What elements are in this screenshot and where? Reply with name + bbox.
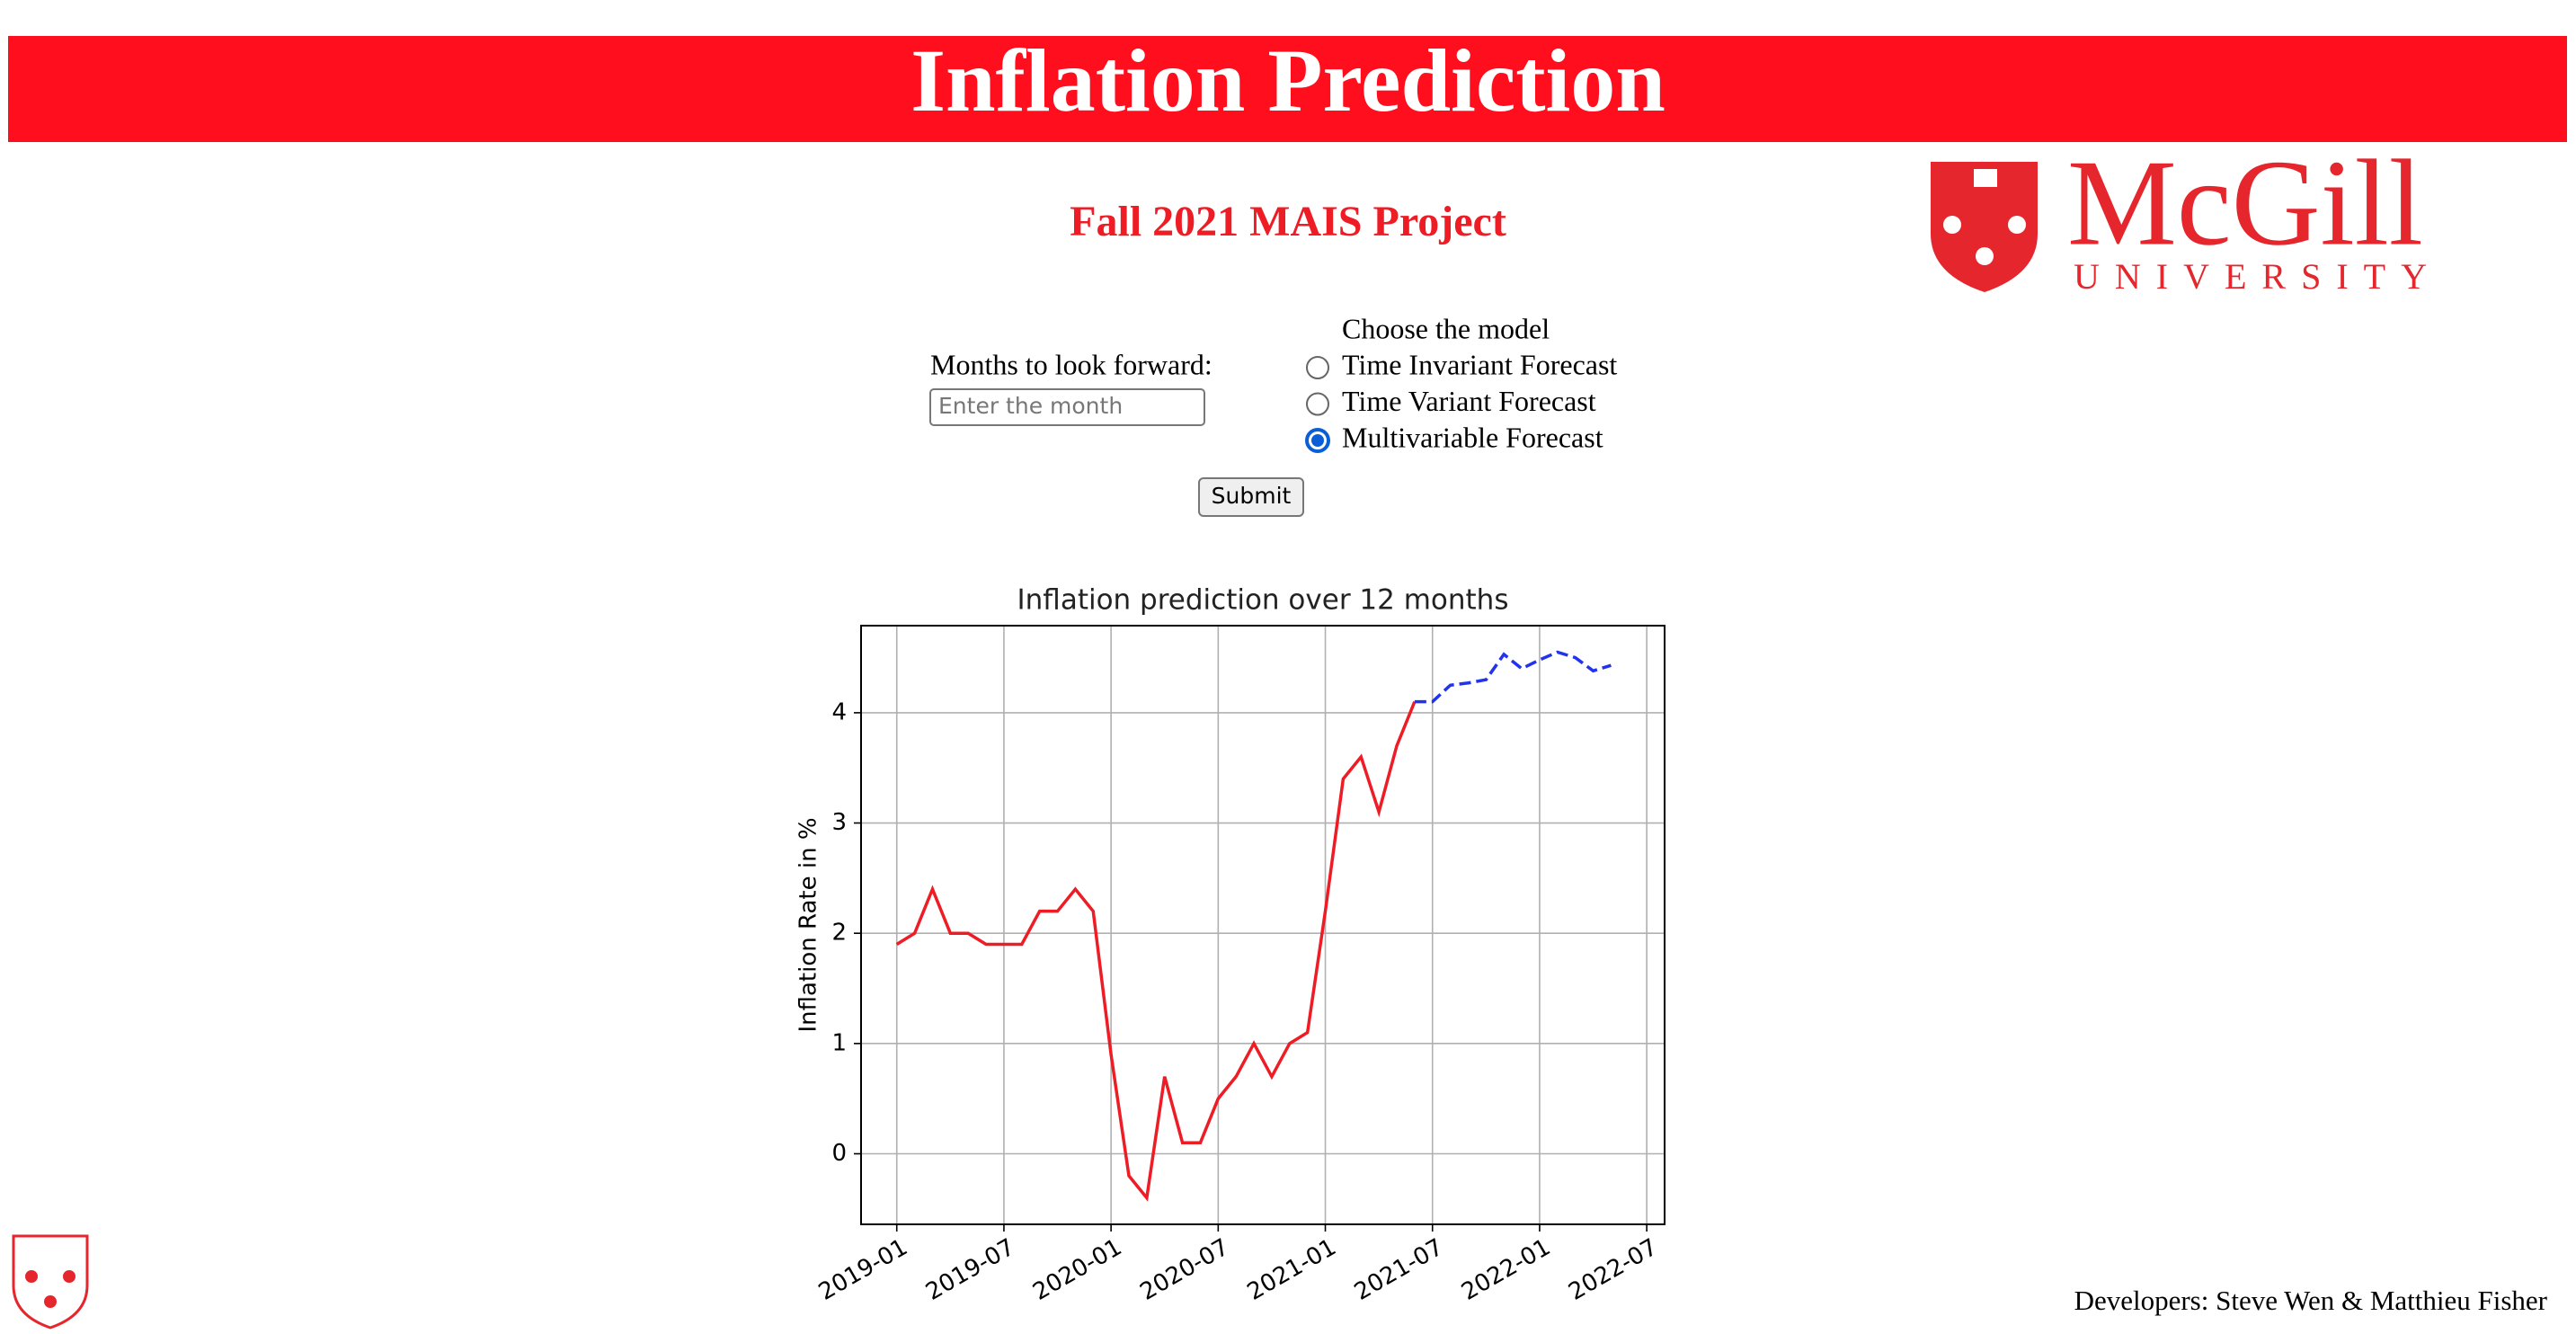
radio-dot (1311, 434, 1324, 447)
plot-frame (860, 625, 1666, 1225)
input-placeholder: Enter the month (938, 393, 1123, 419)
months-label: Months to look forward: (930, 348, 1212, 380)
radio-label: Multivariable Forecast (1342, 421, 1603, 453)
x-tick-label: 2020-01 (1028, 1234, 1126, 1306)
logo: McGill UNIVERSITY (1931, 134, 2427, 297)
radio[interactable] (1306, 356, 1329, 379)
footer: Developers: Steve Wen & Matthieu Fisher (2074, 1285, 2548, 1316)
x-tick-label: 2021-01 (1243, 1234, 1341, 1306)
month-input[interactable] (929, 388, 1205, 426)
radio-label: Time Variant Forecast (1342, 385, 1596, 417)
y-tick-label: 1 (831, 1029, 847, 1056)
y-tick-label: 4 (831, 698, 847, 725)
small-shield-bird (25, 1270, 38, 1283)
x-tick-label: 2019-01 (814, 1234, 912, 1306)
radio-label: Time Invariant Forecast (1342, 348, 1617, 380)
subtitle: Fall 2021 MAIS Project (1070, 198, 1506, 245)
submit-label: Submit (1212, 483, 1292, 509)
y-axis-label: Inflation Rate in % (795, 817, 822, 1032)
shield-bird (1943, 216, 1961, 234)
header-bar (8, 36, 2567, 142)
logo-name: McGill (2067, 134, 2423, 271)
series-line (1414, 650, 1612, 704)
model-options: Time Invariant Forecast Time Variant Fore… (1305, 348, 1617, 453)
model-label: Choose the model (1342, 312, 1550, 344)
shield-bird (1976, 247, 1994, 265)
small-shield-bird (44, 1295, 57, 1308)
shield-book (1974, 169, 1997, 187)
shield (1931, 162, 2038, 292)
y-tick-label: 3 (831, 809, 847, 836)
x-tick-label: 2020-07 (1135, 1234, 1233, 1306)
small-shield-bird (63, 1270, 76, 1283)
x-tick-label: 2022-07 (1564, 1234, 1662, 1306)
radio[interactable] (1306, 392, 1329, 416)
x-tick-label: 2019-07 (921, 1234, 1019, 1306)
chart: Inflation prediction over 12 months 0 1 2 3 4… (795, 584, 1666, 1306)
y-tick-label: 2 (831, 920, 847, 947)
chart-title: Inflation prediction over 12 months (1017, 584, 1509, 617)
y-tick-label: 0 (831, 1140, 847, 1167)
shield-bird (2008, 216, 2026, 234)
x-tick-label: 2022-01 (1457, 1234, 1555, 1306)
small-logo (12, 1234, 89, 1330)
small-shield (12, 1234, 89, 1330)
page-title: Inflation Prediction (910, 31, 1666, 130)
submit-button[interactable] (1198, 477, 1304, 517)
series-line (895, 700, 1417, 1202)
x-tick-label: 2021-07 (1350, 1234, 1448, 1306)
